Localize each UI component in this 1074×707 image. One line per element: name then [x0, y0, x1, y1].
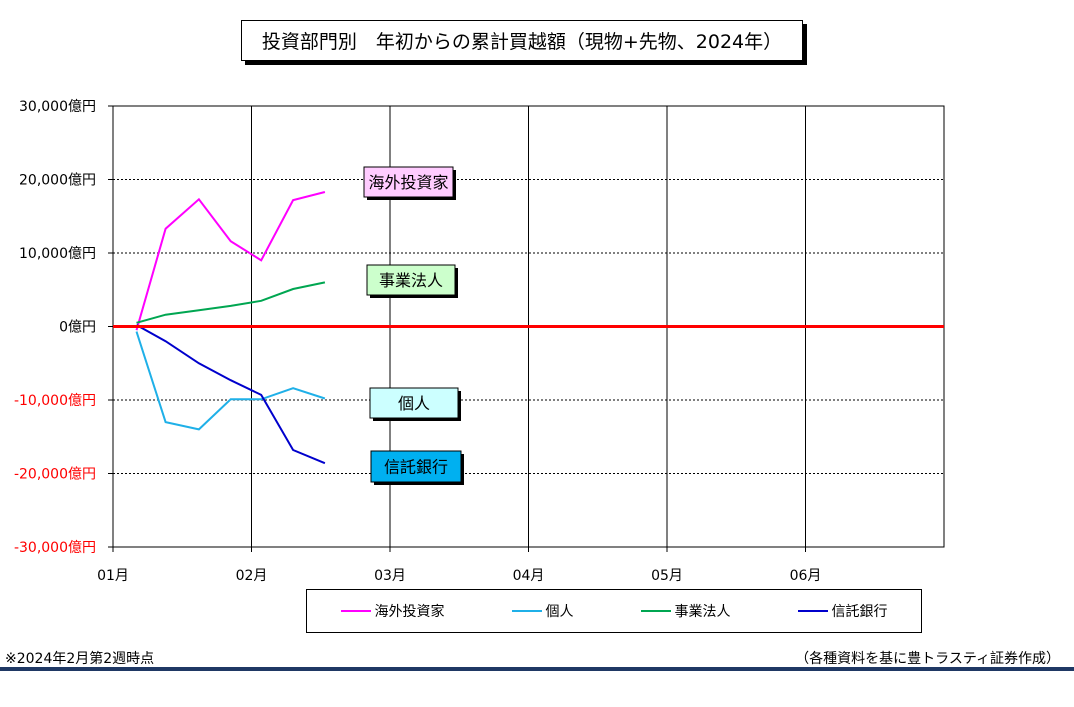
x-tick-label: 03月 — [374, 568, 406, 584]
series-label-text: 個人 — [398, 394, 430, 413]
x-tick-label: 04月 — [513, 568, 545, 584]
series-label-text: 信託銀行 — [384, 458, 448, 477]
x-tick-label: 05月 — [651, 568, 683, 584]
legend-swatch — [340, 610, 371, 612]
legend-item-corporate: 事業法人 — [640, 601, 731, 621]
footnote-date: ※2024年2月第2週時点 — [5, 651, 155, 667]
series-line — [135, 331, 326, 431]
legend-swatch — [640, 610, 671, 612]
legend-swatch — [797, 610, 828, 612]
series-line — [135, 191, 326, 331]
footnote-source: （各種資料を基に豊トラスティ証券作成） — [795, 651, 1060, 667]
series-label-box — [370, 450, 462, 483]
y-tick-label: -30,000億円 — [14, 540, 96, 556]
series-label-text: 海外投資家 — [368, 173, 448, 192]
legend-label: 個人 — [545, 604, 574, 620]
legend-item-trust-bank: 信託銀行 — [797, 601, 888, 621]
legend-swatch — [511, 610, 542, 612]
x-tick-label: 01月 — [97, 568, 129, 584]
legend-item-individual: 個人 — [511, 601, 574, 621]
bottom-divider — [0, 667, 1074, 671]
series-label-text: 事業法人 — [379, 271, 443, 290]
x-tick-label: 06月 — [790, 568, 822, 584]
series-line — [136, 281, 326, 324]
y-tick-label: 10,000億円 — [19, 246, 96, 262]
series-label-box — [369, 387, 459, 419]
y-tick-label: -10,000億円 — [14, 393, 96, 409]
y-tick-label: 20,000億円 — [19, 173, 96, 189]
x-tick-label: 02月 — [236, 568, 268, 584]
y-tick-label: -20,000億円 — [14, 467, 96, 483]
chart-legend: 海外投資家 個人 事業法人 信託銀行 — [306, 589, 922, 633]
legend-label: 事業法人 — [674, 604, 731, 620]
chart-title: 投資部門別 年初からの累計買越額（現物+先物、2024年） — [241, 20, 803, 61]
legend-label: 信託銀行 — [831, 604, 888, 620]
series-label-box — [366, 264, 456, 296]
series-line — [136, 324, 326, 465]
y-tick-label: 30,000億円 — [19, 99, 96, 115]
legend-item-overseas: 海外投資家 — [340, 601, 445, 621]
y-tick-label: 0億円 — [59, 320, 96, 336]
legend-label: 海外投資家 — [374, 604, 445, 620]
series-label-box — [363, 166, 454, 198]
